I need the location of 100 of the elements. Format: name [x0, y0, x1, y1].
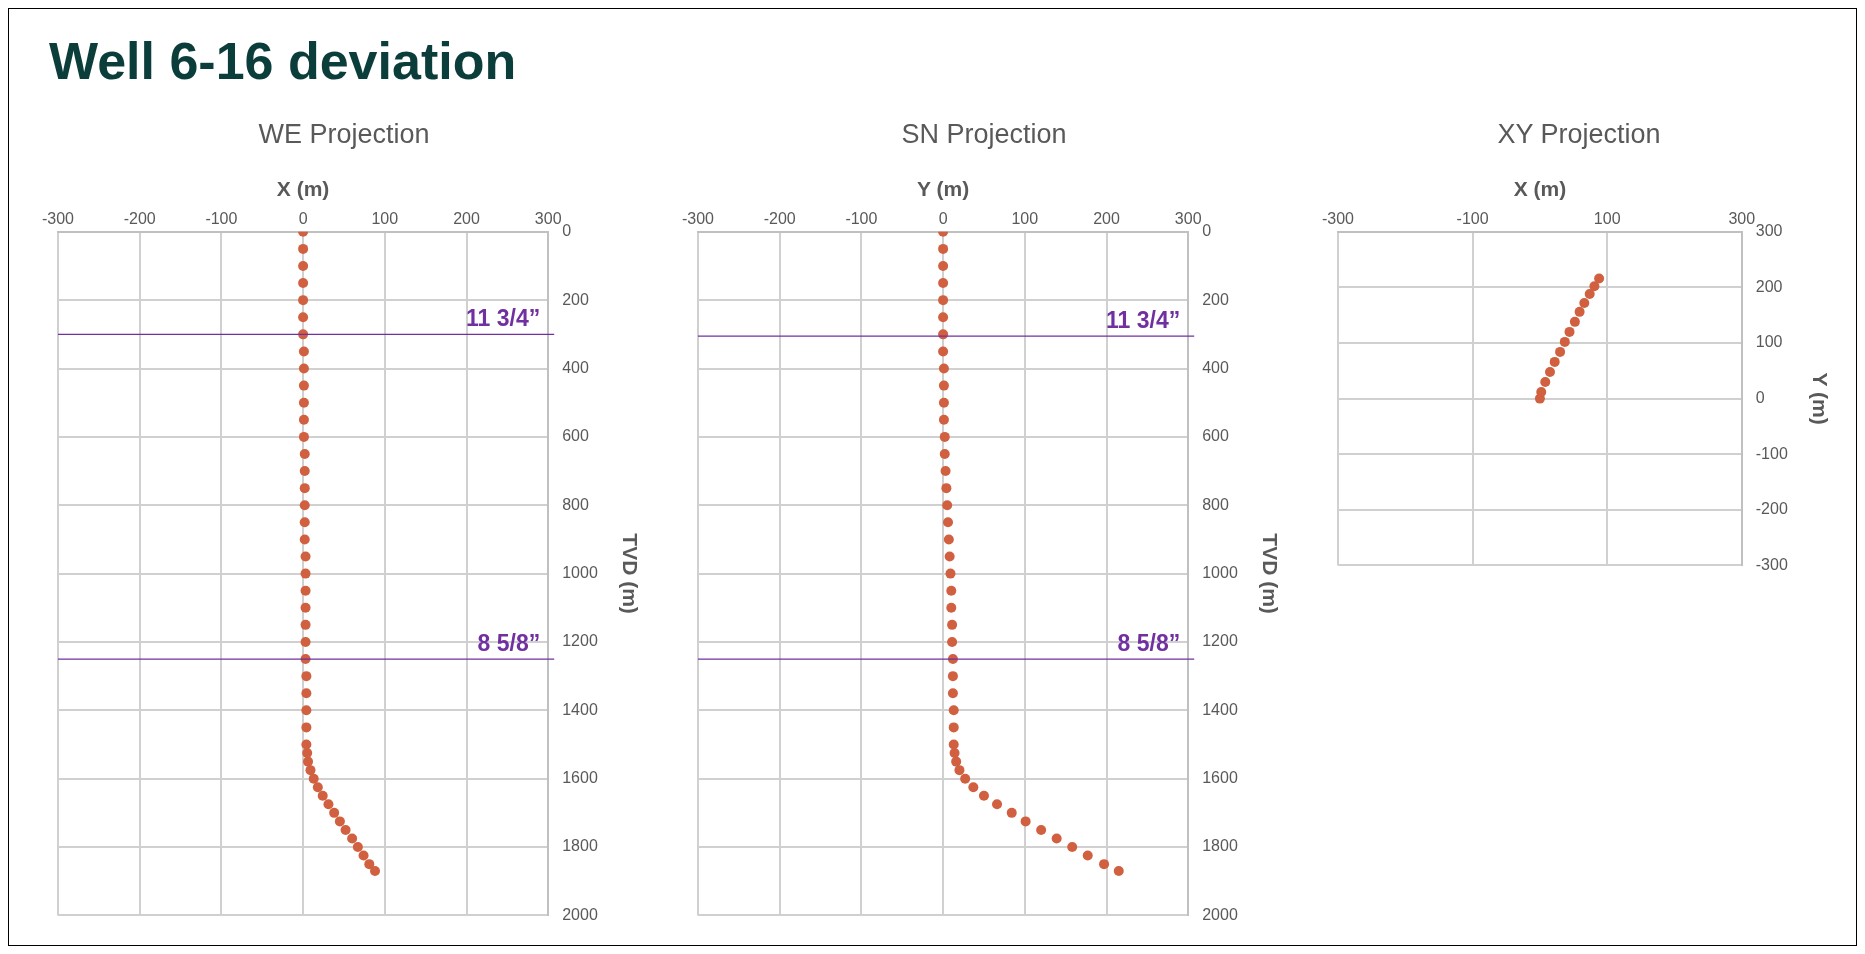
- x-tick-label: -100: [1456, 209, 1489, 227]
- point: [298, 363, 309, 374]
- y-tick-label: 1000: [562, 564, 598, 582]
- y-tick-label: 200: [1755, 277, 1783, 295]
- point: [301, 671, 312, 682]
- point: [946, 585, 957, 596]
- point: [370, 865, 380, 876]
- y-tick-label: 600: [1202, 427, 1229, 445]
- y-tick-label: 1400: [562, 700, 598, 718]
- y-tick-label: 0: [1202, 222, 1212, 240]
- chart-title: WE Projection: [258, 118, 430, 149]
- point: [299, 483, 310, 494]
- point: [298, 346, 309, 357]
- ref-line-label: 11 3/4”: [1106, 306, 1181, 333]
- x-tick-label: 0: [938, 209, 948, 227]
- point: [942, 500, 953, 511]
- point: [1589, 281, 1600, 292]
- y-tick-label: 2000: [562, 905, 598, 923]
- point: [947, 636, 958, 647]
- point: [298, 278, 309, 289]
- point: [938, 363, 949, 374]
- point: [1536, 386, 1547, 397]
- point: [943, 534, 954, 545]
- point: [1559, 336, 1570, 347]
- point: [300, 585, 311, 596]
- y-tick-label: 800: [1202, 495, 1229, 513]
- point: [978, 790, 989, 801]
- point: [298, 431, 309, 442]
- point: [947, 619, 958, 630]
- point: [1113, 865, 1124, 876]
- point: [298, 243, 309, 254]
- y-tick-label: 1600: [562, 769, 598, 787]
- point: [329, 807, 340, 818]
- y-tick-label: 1200: [1202, 632, 1238, 650]
- y-tick-label: 1800: [1202, 837, 1238, 855]
- point: [938, 397, 949, 408]
- point: [299, 448, 310, 459]
- x-tick-label: 300: [534, 209, 562, 227]
- point: [298, 312, 309, 323]
- point: [1036, 824, 1047, 835]
- point: [1594, 273, 1605, 284]
- point: [947, 671, 958, 682]
- point: [992, 799, 1003, 810]
- point: [1544, 366, 1555, 377]
- y-axis-title: TVD (m): [618, 533, 642, 614]
- x-tick-label: 100: [1593, 209, 1621, 227]
- y-axis-title: Y (m): [1808, 372, 1832, 425]
- point: [1574, 306, 1585, 317]
- x-tick-label: 300: [1174, 209, 1202, 227]
- point: [938, 346, 949, 357]
- point: [352, 842, 363, 853]
- y-tick-label: -100: [1755, 444, 1788, 462]
- point: [948, 705, 959, 716]
- point: [299, 500, 310, 511]
- x-tick-label: 200: [453, 209, 480, 227]
- x-tick-label: 200: [1093, 209, 1120, 227]
- x-tick-label: -200: [123, 209, 156, 227]
- point: [946, 602, 957, 613]
- point: [938, 312, 949, 323]
- point: [1020, 816, 1031, 827]
- y-tick-label: 0: [562, 222, 572, 240]
- point: [960, 773, 971, 784]
- point: [1569, 316, 1580, 327]
- x-tick-label: -200: [763, 209, 796, 227]
- y-tick-label: -200: [1755, 500, 1788, 518]
- point: [1082, 850, 1093, 861]
- point: [300, 619, 311, 630]
- x-tick-label: 0: [298, 209, 308, 227]
- y-tick-label: 1400: [1202, 700, 1238, 718]
- point: [300, 551, 311, 562]
- y-tick-label: 1200: [562, 632, 598, 650]
- point: [940, 466, 951, 477]
- point: [1579, 297, 1590, 308]
- point: [300, 568, 311, 579]
- y-tick-label: 600: [562, 427, 589, 445]
- point: [954, 765, 965, 776]
- point: [968, 782, 979, 793]
- point: [1555, 346, 1566, 357]
- y-tick-label: 300: [1755, 222, 1783, 240]
- point: [358, 850, 369, 861]
- point: [939, 431, 950, 442]
- point: [941, 483, 952, 494]
- point: [938, 243, 949, 254]
- point: [317, 790, 328, 801]
- point: [938, 278, 949, 289]
- point: [939, 448, 950, 459]
- point: [299, 517, 310, 528]
- point: [298, 295, 309, 306]
- point: [305, 765, 316, 776]
- point: [300, 602, 311, 613]
- x-tick-label: -100: [845, 209, 878, 227]
- point: [364, 859, 375, 870]
- point: [1067, 842, 1078, 853]
- text: Well 6-16 deviation: [49, 32, 517, 90]
- y-tick-label: 2000: [1202, 905, 1238, 923]
- point: [298, 260, 309, 271]
- point: [340, 824, 351, 835]
- point: [944, 551, 955, 562]
- point: [1540, 376, 1551, 387]
- point: [1549, 356, 1560, 367]
